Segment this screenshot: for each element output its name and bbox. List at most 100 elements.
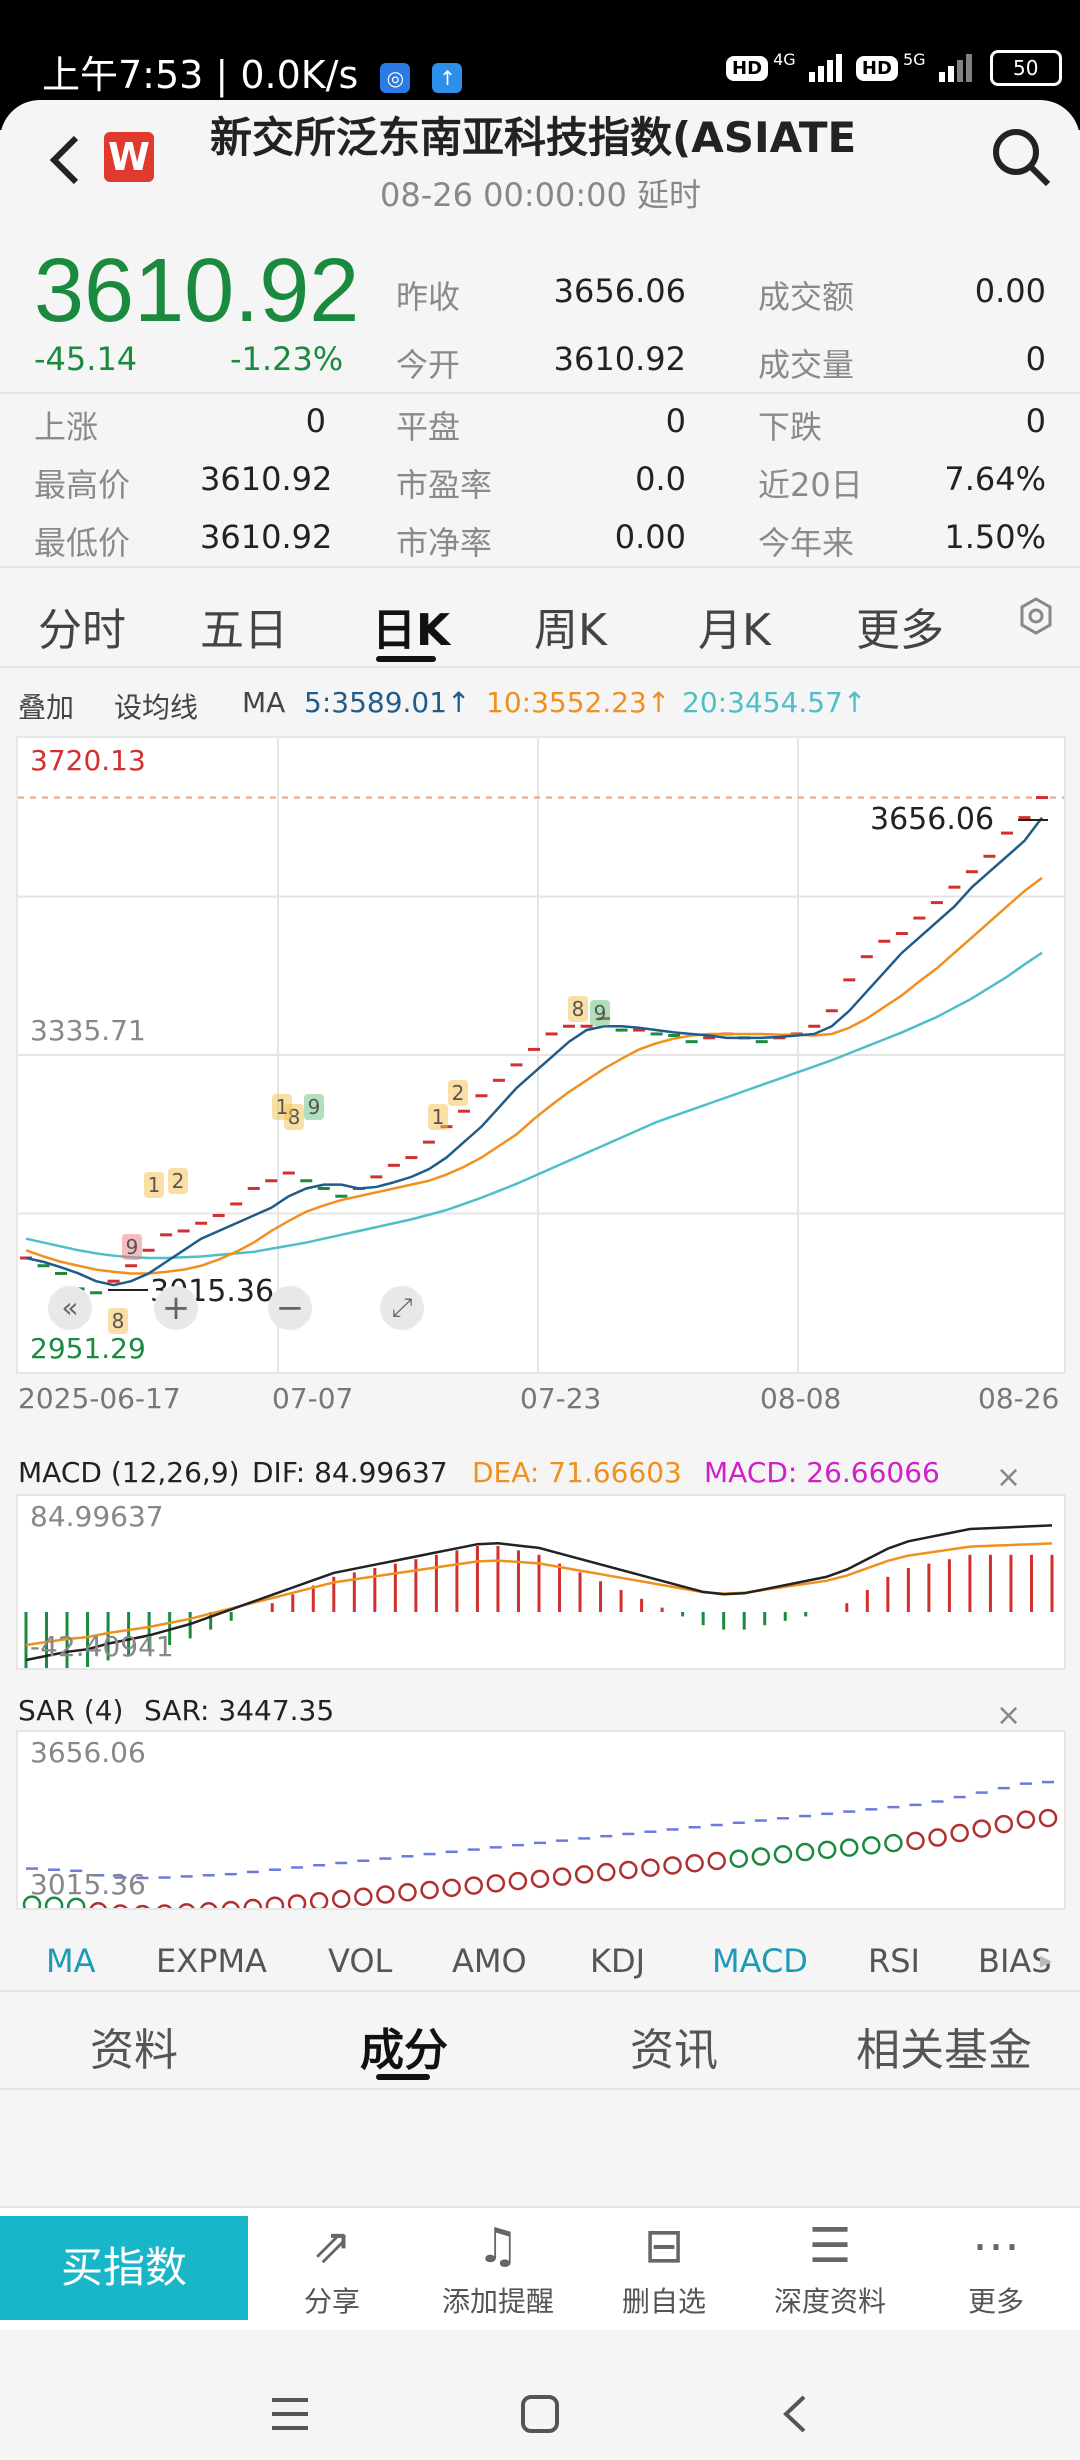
sar-dot bbox=[420, 1880, 439, 1900]
signal-icon-2 bbox=[938, 54, 975, 82]
divider bbox=[0, 1990, 1080, 1992]
sar-dot bbox=[795, 1842, 815, 1862]
remove-watchlist-icon: ⊟ bbox=[643, 2218, 685, 2274]
period-tab[interactable]: 周K bbox=[534, 605, 607, 656]
td-marker bbox=[168, 1168, 188, 1194]
indicator-tab[interactable]: MACD bbox=[712, 1942, 808, 1980]
indicator-tab[interactable]: BIAS bbox=[978, 1942, 1052, 1980]
set-ma-button[interactable]: 设均线 bbox=[114, 691, 199, 724]
date-label: 07-07 bbox=[272, 1382, 354, 1415]
sar-dot bbox=[135, 1904, 150, 1908]
bottom-action-label[interactable]: 更多 bbox=[967, 2285, 1024, 2318]
overlay-button[interactable]: 叠加 bbox=[18, 691, 75, 724]
indicator-tab[interactable]: EXPMA bbox=[156, 1942, 267, 1980]
td-marker bbox=[272, 1094, 292, 1120]
stat-label: 平盘 bbox=[396, 408, 461, 446]
sar-dot bbox=[619, 1860, 638, 1880]
bottom-action-label[interactable]: 添加提醒 bbox=[441, 2285, 554, 2318]
sar-dot bbox=[112, 1904, 128, 1908]
period-tab[interactable]: 五日 bbox=[200, 605, 288, 656]
sar-dot bbox=[530, 1869, 550, 1889]
macd-chart[interactable]: 84.99637 -42.40941 bbox=[16, 1494, 1066, 1670]
date-label: 07-23 bbox=[520, 1382, 602, 1415]
sar-dot bbox=[1038, 1808, 1058, 1828]
sar-dot bbox=[157, 1904, 172, 1908]
sar-dot bbox=[641, 1858, 660, 1877]
price-change-pct: -1.23% bbox=[230, 340, 344, 378]
indicator-tab[interactable]: RSI bbox=[868, 1942, 920, 1980]
sar-dot bbox=[884, 1833, 903, 1853]
more-icon: ⋯ bbox=[972, 2218, 1020, 2274]
bottom-action-label[interactable]: 深度资料 bbox=[773, 2285, 886, 2318]
macd-max: 84.99637 bbox=[30, 1500, 164, 1533]
stat-value: 0 bbox=[305, 402, 326, 440]
sar-dot bbox=[464, 1876, 483, 1895]
sar-value: SAR: 3447.35 bbox=[144, 1694, 335, 1727]
indicator-tab[interactable]: VOL bbox=[328, 1942, 393, 1980]
info-tab[interactable]: 成分 bbox=[360, 2025, 448, 2076]
label-prev-close: 昨收 bbox=[396, 278, 461, 316]
zoom-in-button[interactable]: + bbox=[154, 1286, 198, 1330]
sar-dot bbox=[66, 1897, 86, 1908]
period-tab[interactable]: 日K bbox=[372, 605, 451, 656]
indicator-tab[interactable]: AMO bbox=[452, 1942, 527, 1980]
stat-value: 1.50% bbox=[944, 518, 1046, 556]
info-tab[interactable]: 资料 bbox=[90, 2025, 178, 2076]
period-tab[interactable]: 月K bbox=[698, 605, 771, 656]
home-icon[interactable] bbox=[520, 2394, 560, 2438]
back-nav-icon[interactable] bbox=[780, 2394, 810, 2438]
search-icon[interactable] bbox=[990, 126, 1052, 192]
settings-gear-icon[interactable] bbox=[1016, 596, 1056, 640]
sar-dot bbox=[685, 1853, 704, 1873]
period-tab[interactable]: 更多 bbox=[856, 605, 944, 656]
app-notification-icon: ◎ bbox=[380, 62, 411, 93]
close-macd-icon[interactable]: × bbox=[996, 1460, 1022, 1495]
scroll-right-icon[interactable]: ▸ bbox=[1040, 1946, 1053, 1974]
system-nav-bar bbox=[0, 2330, 1080, 2460]
buy-index-button[interactable]: 买指数 bbox=[0, 2216, 248, 2320]
macd-dea: DEA: 71.66603 bbox=[472, 1456, 682, 1489]
scroll-left-button[interactable]: « bbox=[48, 1286, 92, 1330]
sar-max: 3656.06 bbox=[30, 1736, 146, 1769]
value-prev-close: 3656.06 bbox=[553, 272, 686, 310]
sar-dot bbox=[442, 1878, 461, 1898]
close-sar-icon[interactable]: × bbox=[996, 1698, 1022, 1733]
td-marker-label: 2 bbox=[452, 1081, 465, 1105]
stat-label: 今年来 bbox=[758, 524, 855, 562]
stat-value: 3610.92 bbox=[200, 518, 333, 556]
menu-icon[interactable] bbox=[270, 2396, 310, 2436]
stat-label: 近20日 bbox=[758, 466, 863, 504]
stat-label: 最高价 bbox=[34, 466, 131, 504]
sar-chart[interactable]: 3656.06 3015.36 bbox=[16, 1730, 1066, 1910]
divider bbox=[0, 666, 1080, 668]
info-tab[interactable]: 资讯 bbox=[630, 2025, 718, 2076]
fullscreen-icon[interactable]: ⤢ bbox=[380, 1286, 424, 1330]
sar-dot bbox=[287, 1894, 307, 1908]
signal-icon bbox=[808, 54, 845, 82]
period-tab[interactable]: 分时 bbox=[38, 605, 126, 656]
stat-value: 0 bbox=[665, 402, 686, 440]
stat-value: 3610.92 bbox=[200, 460, 333, 498]
label-turnover: 成交额 bbox=[758, 278, 855, 316]
td-marker bbox=[122, 1234, 142, 1260]
bottom-action-label[interactable]: 分享 bbox=[303, 2285, 360, 2318]
sar-dot bbox=[663, 1856, 682, 1875]
back-button[interactable] bbox=[46, 132, 82, 192]
macd-dif: DIF: 84.99637 bbox=[252, 1456, 448, 1489]
index-title: 新交所泛东南亚科技指数(ASIATE bbox=[210, 113, 857, 162]
td-marker-label: 9 bbox=[594, 1001, 607, 1025]
sar-dot bbox=[972, 1819, 991, 1838]
ma20-line bbox=[25, 951, 1043, 1260]
battery-icon: 50 bbox=[989, 50, 1062, 86]
bottom-action-label[interactable]: 删自选 bbox=[621, 2285, 706, 2318]
zoom-out-button[interactable]: − bbox=[268, 1286, 312, 1330]
date-label: 2025-06-17 bbox=[18, 1382, 181, 1415]
td-marker-label: 1 bbox=[148, 1173, 161, 1197]
indicator-tab[interactable]: KDJ bbox=[590, 1942, 646, 1980]
td-marker bbox=[448, 1080, 468, 1106]
macd-value: MACD: 26.66066 bbox=[704, 1456, 940, 1489]
indicator-tab[interactable]: MA bbox=[46, 1942, 96, 1980]
app-logo-icon: W bbox=[104, 132, 154, 182]
info-tab[interactable]: 相关基金 bbox=[856, 2025, 1032, 2076]
